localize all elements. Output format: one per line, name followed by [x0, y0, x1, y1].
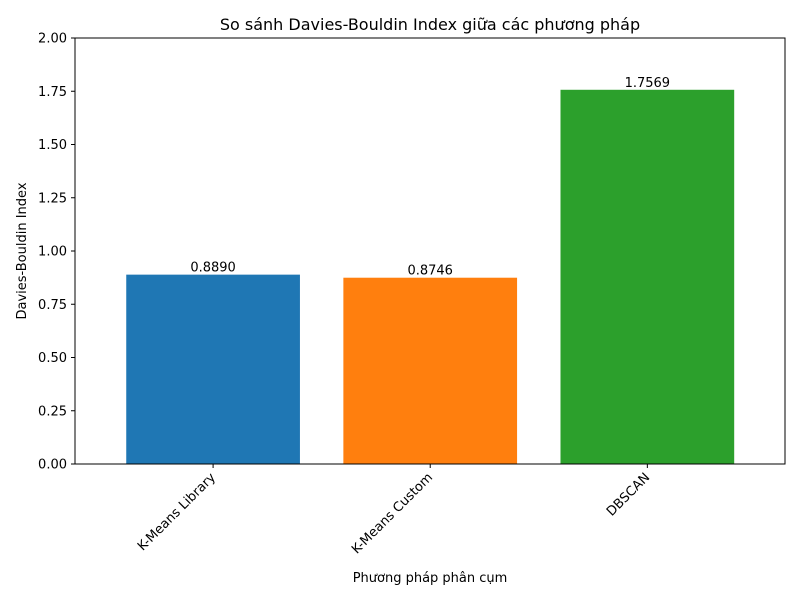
plot-frame — [74, 37, 786, 465]
bar-value-label: 0.8890 — [190, 261, 236, 276]
bars-group: 0.8890 0.8746 1.7569 — [126, 76, 735, 464]
x-tick-label: K-Means Library — [135, 470, 219, 554]
x-tick-label: K-Means Custom — [349, 470, 436, 557]
y-tick-label: 0.25 — [38, 404, 67, 419]
y-tick-label: 1.50 — [38, 138, 67, 153]
y-tick-label: 0.00 — [38, 458, 67, 473]
bar — [126, 274, 300, 464]
bar — [560, 89, 735, 464]
bar-value-label: 1.7569 — [625, 76, 671, 91]
y-tick-label: 1.75 — [38, 85, 67, 100]
y-tick-label: 0.50 — [38, 351, 67, 366]
y-axis-ticks: 0.00 0.25 0.50 0.75 1.00 1.25 1.50 1.75 2.00 — [38, 32, 75, 473]
x-axis-label: Phương pháp phân cụm — [353, 571, 508, 586]
bar — [343, 277, 518, 464]
x-tick-label: DBSCAN — [604, 470, 653, 519]
y-tick-label: 1.00 — [38, 245, 67, 260]
chart-title: So sánh Davies-Bouldin Index giữa các ph… — [220, 15, 640, 34]
y-tick-label: 0.75 — [38, 298, 67, 313]
y-tick-label: 1.25 — [38, 191, 67, 206]
y-axis-label: Davies-Bouldin Index — [15, 182, 30, 319]
x-axis-ticks: K-Means Library K-Means Custom DBSCAN — [135, 464, 653, 557]
y-tick-label: 2.00 — [38, 32, 67, 47]
bar-value-label: 0.8746 — [407, 264, 453, 279]
